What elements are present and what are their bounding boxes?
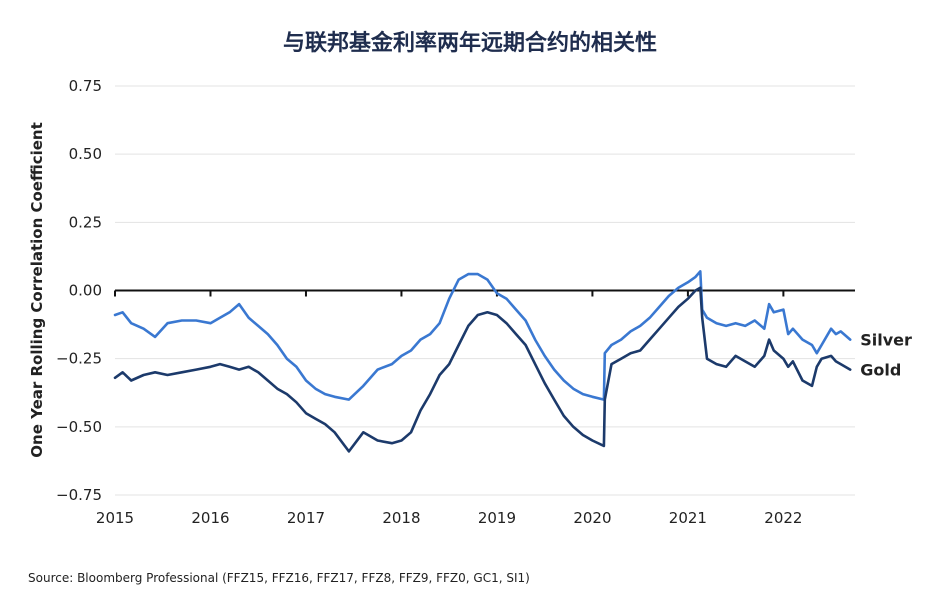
y-tick-label: 0.00 [69, 282, 102, 300]
series-label-silver: Silver [860, 331, 912, 350]
grid-layer [115, 85, 855, 496]
x-tick-label: 2019 [478, 509, 516, 527]
series-line-gold [113, 286, 852, 453]
x-tick-label: 2022 [764, 509, 802, 527]
series-label-layer: Silver Gold [860, 331, 912, 380]
y-tick-label: −0.25 [56, 350, 102, 368]
y-tick-label: −0.50 [56, 418, 102, 436]
chart-title: 与联邦基金利率两年远期合约的相关性 [283, 30, 657, 56]
x-tick-label: 2015 [96, 509, 134, 527]
y-tick-label: 0.50 [69, 145, 102, 163]
x-tick-label: 2018 [382, 509, 420, 527]
series-layer [113, 270, 852, 453]
y-axis-label: One Year Rolling Correlation Coefficient [28, 122, 46, 457]
y-tick-label: 0.75 [69, 77, 102, 95]
series-label-gold: Gold [860, 361, 901, 380]
x-tick-label: 2021 [669, 509, 707, 527]
y-tick-label: 0.25 [69, 213, 102, 231]
x-tick-label: 2017 [287, 509, 325, 527]
source-note: Source: Bloomberg Professional (FFZ15, F… [28, 571, 530, 585]
y-tick-layer: 0.75 0.50 0.25 0.00 −0.25 −0.50 −0.75 [56, 77, 102, 504]
x-tick-label: 2016 [191, 509, 229, 527]
x-tick-layer: 2015 2016 2017 2018 2019 2020 2021 2022 [96, 290, 802, 527]
series-line-silver [113, 270, 852, 401]
x-tick-label: 2020 [573, 509, 611, 527]
y-tick-label: −0.75 [56, 486, 102, 504]
